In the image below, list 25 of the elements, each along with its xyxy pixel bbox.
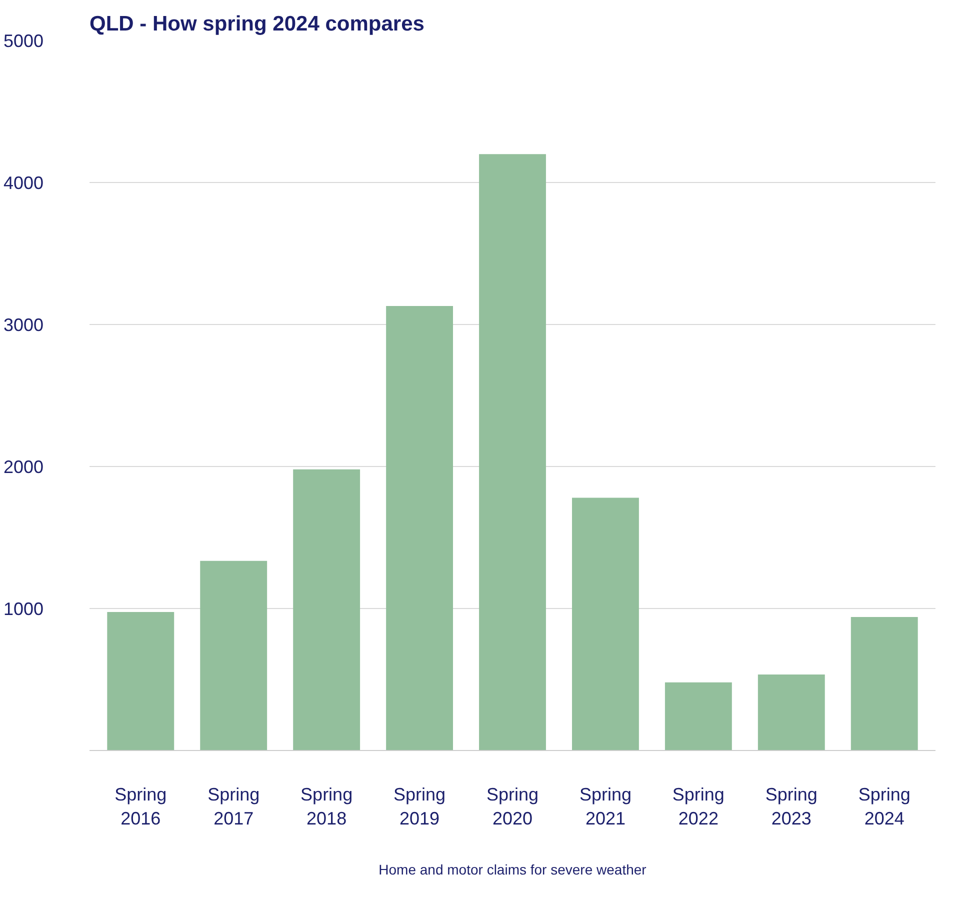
bar bbox=[386, 306, 453, 750]
bar bbox=[758, 674, 825, 750]
bar bbox=[479, 154, 546, 750]
bar bbox=[107, 612, 174, 750]
y-tick-label: 4000 bbox=[3, 173, 44, 193]
x-tick-label: Spring 2020 bbox=[486, 784, 539, 828]
x-tick-label: Spring 2024 bbox=[858, 784, 910, 828]
x-tick-label: Spring 2019 bbox=[394, 784, 446, 828]
y-tick-label: 3000 bbox=[3, 315, 44, 335]
y-tick-label: 5000 bbox=[3, 31, 44, 51]
bar bbox=[572, 498, 639, 750]
chart-title: QLD - How spring 2024 compares bbox=[90, 12, 424, 36]
bar bbox=[200, 560, 268, 750]
y-tick-label: 2000 bbox=[3, 457, 44, 477]
bar bbox=[850, 617, 918, 750]
x-tick-label: Spring 2016 bbox=[114, 784, 167, 828]
x-tick-label: Spring 2017 bbox=[208, 784, 260, 828]
x-tick-label: Spring 2022 bbox=[672, 784, 724, 828]
x-tick-label: Spring 2023 bbox=[765, 784, 818, 828]
x-tick-label: Spring 2021 bbox=[579, 784, 632, 828]
bar bbox=[293, 469, 360, 750]
x-axis-title: Home and motor claims for severe weather bbox=[378, 862, 647, 878]
bar bbox=[664, 682, 732, 750]
x-tick-label: Spring 2018 bbox=[300, 784, 353, 828]
y-tick-label: 1000 bbox=[3, 599, 44, 619]
